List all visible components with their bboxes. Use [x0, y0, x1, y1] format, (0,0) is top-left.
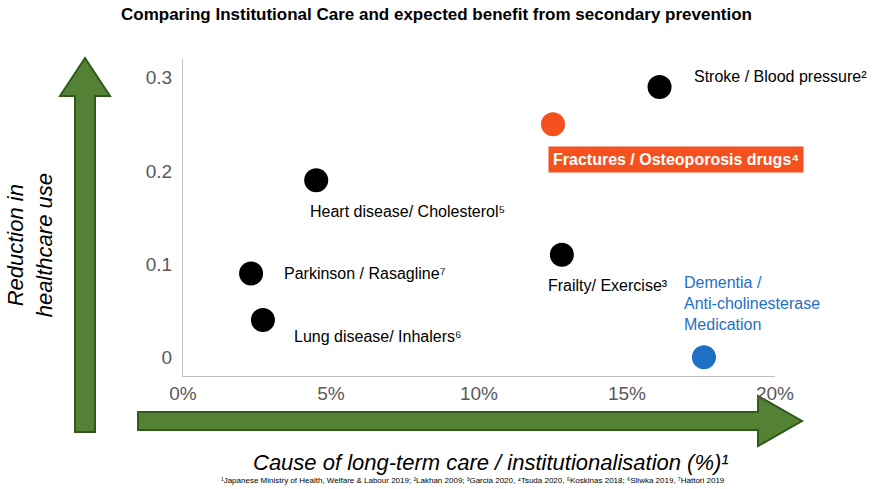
svg-text:¹Japanese Ministry of Health,: ¹Japanese Ministry of Health, Welfare & …	[221, 476, 725, 485]
svg-text:0%: 0%	[169, 383, 197, 404]
svg-text:0.1: 0.1	[146, 254, 172, 275]
svg-text:15%: 15%	[608, 383, 646, 404]
svg-text:5%: 5%	[317, 383, 345, 404]
svg-text:Stroke / Blood pressure²: Stroke / Blood pressure²	[694, 68, 867, 85]
svg-text:0: 0	[162, 347, 173, 368]
svg-text:Frailty/ Exercise³: Frailty/ Exercise³	[548, 277, 668, 294]
svg-text:Parkinson / Rasagline⁷: Parkinson / Rasagline⁷	[284, 265, 446, 282]
svg-text:20%: 20%	[756, 383, 794, 404]
svg-text:Heart disease/ Cholesterol⁵: Heart disease/ Cholesterol⁵	[310, 203, 505, 220]
svg-text:Lung disease/ Inhalers⁶: Lung disease/ Inhalers⁶	[294, 328, 462, 345]
svg-text:Fractures / Osteoporosis drugs: Fractures / Osteoporosis drugs⁴	[553, 151, 799, 168]
svg-text:0.2: 0.2	[146, 161, 172, 182]
svg-text:0.3: 0.3	[146, 67, 172, 88]
svg-text:10%: 10%	[460, 383, 498, 404]
svg-text:Dementia /Anti-cholinesteraseM: Dementia /Anti-cholinesteraseMedication	[684, 274, 820, 333]
svg-text:Reduction inhealthcare use: Reduction inhealthcare use	[3, 173, 57, 317]
svg-text:Comparing Institutional Care a: Comparing Institutional Care and expecte…	[121, 5, 752, 24]
svg-text:Cause of long-term care / inst: Cause of long-term care / institutionali…	[253, 450, 729, 475]
